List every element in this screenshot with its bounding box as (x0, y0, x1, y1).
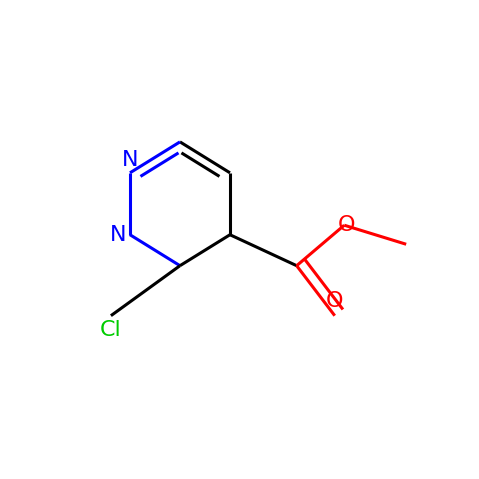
Text: Cl: Cl (100, 319, 122, 340)
Text: O: O (338, 215, 355, 235)
Text: O: O (326, 291, 343, 311)
Text: N: N (122, 150, 138, 171)
Text: N: N (110, 225, 126, 245)
